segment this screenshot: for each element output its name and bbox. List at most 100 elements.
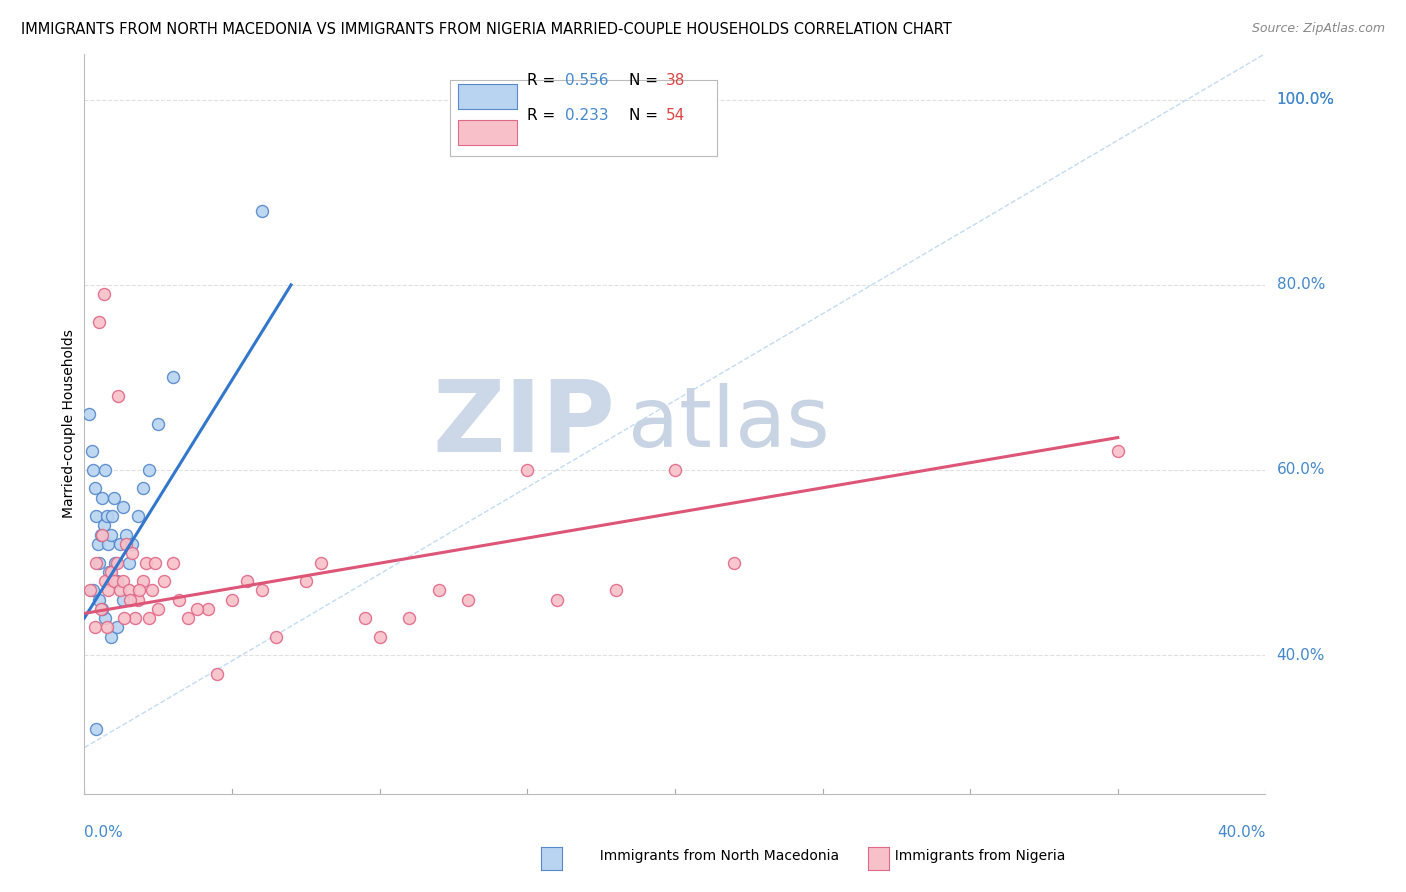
Text: 40.0%: 40.0% <box>1218 825 1265 840</box>
Point <box>84 722 107 736</box>
Text: 0.233: 0.233 <box>565 109 609 123</box>
Point <box>87 592 111 607</box>
Point <box>93 287 115 301</box>
Point <box>368 630 391 644</box>
Point <box>114 537 136 551</box>
Point <box>96 509 118 524</box>
Text: Immigrants from North Macedonia: Immigrants from North Macedonia <box>591 849 838 863</box>
Point <box>83 482 105 496</box>
Point <box>132 482 155 496</box>
Point <box>94 611 117 625</box>
Point <box>107 389 129 403</box>
Text: R =: R = <box>527 109 561 123</box>
Point <box>135 556 157 570</box>
Point <box>97 583 120 598</box>
Text: ZIP: ZIP <box>433 376 616 472</box>
Point <box>120 592 142 607</box>
Point <box>111 500 134 514</box>
Point <box>98 565 121 579</box>
Point <box>84 509 107 524</box>
Text: N =: N = <box>628 109 662 123</box>
Text: 54: 54 <box>666 109 686 123</box>
Point <box>141 583 163 598</box>
Text: Immigrants from Nigeria: Immigrants from Nigeria <box>886 849 1066 863</box>
Point <box>138 463 160 477</box>
Point <box>94 463 117 477</box>
Point <box>457 592 479 607</box>
Point <box>723 556 745 570</box>
Point <box>1107 444 1129 458</box>
Point <box>96 620 118 634</box>
Text: 0.0%: 0.0% <box>84 825 124 840</box>
Point <box>101 509 124 524</box>
Point <box>605 583 627 598</box>
Point <box>427 583 450 598</box>
Point <box>221 592 243 607</box>
Point <box>664 463 686 477</box>
Point <box>114 528 136 542</box>
Point <box>108 537 131 551</box>
Point <box>108 583 131 598</box>
Text: N =: N = <box>628 73 662 87</box>
Point <box>93 518 115 533</box>
Point <box>235 574 259 588</box>
Point <box>82 583 104 598</box>
Point <box>309 556 332 570</box>
Point <box>87 556 111 570</box>
Point <box>118 583 141 598</box>
Point <box>354 611 377 625</box>
Text: 100.0%: 100.0% <box>1277 92 1334 107</box>
Point <box>80 444 103 458</box>
Text: 60.0%: 60.0% <box>1277 462 1324 477</box>
Text: 80.0%: 80.0% <box>1277 277 1324 293</box>
Text: 38: 38 <box>666 73 686 87</box>
Text: 40.0%: 40.0% <box>1277 648 1324 663</box>
Point <box>250 203 273 218</box>
Point <box>205 666 228 681</box>
Point <box>79 583 101 598</box>
Bar <box>458 120 517 145</box>
Point <box>295 574 318 588</box>
Point <box>128 583 150 598</box>
Point <box>94 574 117 588</box>
Point <box>105 574 128 588</box>
Point <box>516 463 538 477</box>
Point <box>398 611 420 625</box>
Point <box>91 528 114 542</box>
Point <box>105 556 128 570</box>
Point <box>83 620 105 634</box>
Point <box>103 574 125 588</box>
Point <box>90 528 112 542</box>
Text: IMMIGRANTS FROM NORTH MACEDONIA VS IMMIGRANTS FROM NIGERIA MARRIED-COUPLE HOUSEH: IMMIGRANTS FROM NORTH MACEDONIA VS IMMIG… <box>21 22 952 37</box>
Point <box>148 417 170 431</box>
Point <box>84 556 107 570</box>
Point <box>127 592 149 607</box>
Point <box>127 509 149 524</box>
Point <box>186 602 208 616</box>
Point <box>77 408 100 422</box>
Point <box>111 592 134 607</box>
Point <box>143 556 166 570</box>
Point <box>97 537 120 551</box>
Point <box>118 556 141 570</box>
Point <box>87 315 111 329</box>
Text: R =: R = <box>527 73 561 87</box>
Point <box>148 602 170 616</box>
Point <box>121 546 143 560</box>
Point <box>111 574 134 588</box>
Y-axis label: Married-couple Households: Married-couple Households <box>62 329 76 518</box>
Point <box>121 537 143 551</box>
Point <box>91 602 114 616</box>
Point <box>162 556 184 570</box>
Point <box>124 611 146 625</box>
Point <box>82 463 104 477</box>
Point <box>250 583 273 598</box>
Point <box>162 370 184 384</box>
Point <box>90 602 112 616</box>
Point <box>103 491 125 505</box>
Point <box>100 528 122 542</box>
Point <box>153 574 176 588</box>
Point <box>197 602 219 616</box>
Point <box>138 611 160 625</box>
Point <box>104 556 127 570</box>
